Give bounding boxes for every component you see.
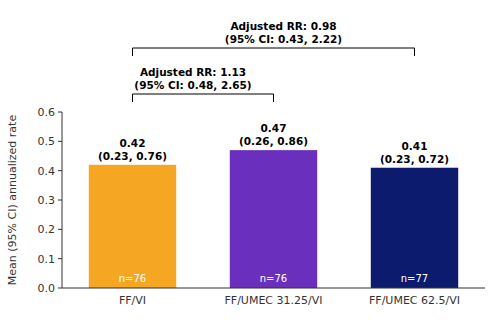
y-tick-label: 0.6 xyxy=(38,106,56,119)
data-label: 0.41(0.23, 0.72) xyxy=(380,140,449,165)
y-tick xyxy=(58,141,62,142)
n-label: n=76 xyxy=(119,273,146,284)
y-tick-label: 0.1 xyxy=(38,253,56,266)
y-tick xyxy=(58,170,62,171)
x-axis xyxy=(62,288,485,289)
chart: 0.0 0.1 0.2 0.3 0.4 0.5 0.6 FF/VI FF/UMEC 31.25/… xyxy=(0,0,500,328)
x-tick-label: FF/VI xyxy=(119,294,146,307)
bar xyxy=(230,150,317,288)
y-tick-label: 0.3 xyxy=(38,194,56,207)
y-tick-label: 0.5 xyxy=(38,135,56,148)
bar xyxy=(89,165,176,288)
data-label: 0.47(0.26, 0.86) xyxy=(239,122,308,147)
x-tick-label: FF/UMEC 31.25/VI xyxy=(225,294,323,307)
y-tick xyxy=(58,229,62,230)
y-tick xyxy=(58,200,62,201)
n-label: n=76 xyxy=(260,273,287,284)
y-tick-label: 0.0 xyxy=(38,282,56,295)
y-tick xyxy=(58,288,62,289)
y-axis-label: Mean (95% CI) annualized rate xyxy=(6,115,19,286)
n-label: n=77 xyxy=(401,273,428,284)
y-tick xyxy=(58,112,62,113)
bracket xyxy=(133,94,274,102)
bracket xyxy=(133,48,415,56)
x-tick-label: FF/UMEC 62.5/VI xyxy=(369,294,460,307)
y-tick xyxy=(58,258,62,259)
bar xyxy=(371,168,458,288)
bars xyxy=(89,150,458,288)
data-label: 0.42(0.23, 0.76) xyxy=(98,137,167,162)
y-tick-label: 0.4 xyxy=(38,165,56,178)
bracket-label: Adjusted RR: 1.13(95% CI: 0.48, 2.65) xyxy=(134,66,251,91)
bracket-label: Adjusted RR: 0.98(95% CI: 0.43, 2.22) xyxy=(225,20,342,45)
y-tick-label: 0.2 xyxy=(38,223,56,236)
